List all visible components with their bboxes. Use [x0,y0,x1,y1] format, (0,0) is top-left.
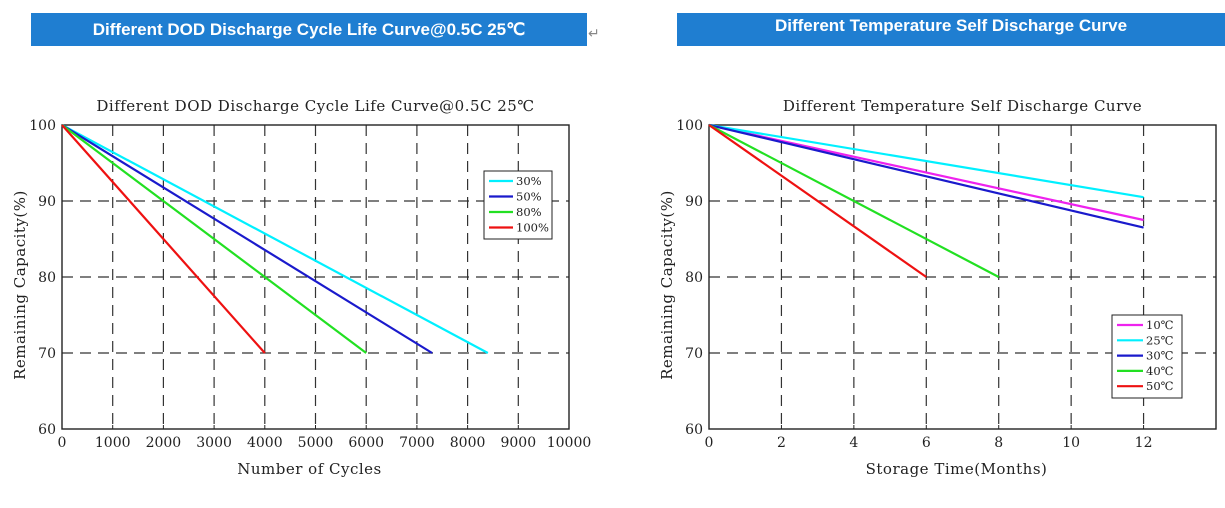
chart1-x-tick-label: 1000 [95,435,131,451]
chart1-x-axis-label: Number of Cycles [237,460,382,478]
chart2-x-tick-label: 6 [922,435,931,451]
chart2-series-line [708,124,927,278]
chart1-title: Different DOD Discharge Cycle Life Curve… [96,97,534,115]
chart2-series-line [708,123,1144,222]
chart2-y-tick-label: 80 [685,270,703,286]
chart2-x-tick-label: 8 [994,435,1003,451]
chart2-x-tick-label: 2 [777,435,786,451]
chart2-banner: Different Temperature Self Discharge Cur… [677,13,1225,46]
chart2-y-tick-label: 90 [685,194,703,210]
chart1-x-tick-label: 4000 [247,435,283,451]
chart2-banner-title: Different Temperature Self Discharge Cur… [774,16,1128,35]
chart1-x-tick-label: 9000 [500,435,536,451]
chart2-plot-frame [708,124,1217,430]
chart2-x-tick-label: 12 [1135,435,1153,451]
chart1-series-line [61,124,433,354]
chart1-x-tick-label: 10000 [547,435,592,451]
chart1-legend-label: 100% [516,221,549,235]
chart1-y-tick-label: 70 [38,346,56,362]
chart1-x-tick-label: 7000 [399,435,435,451]
chart2-series-line [708,123,1144,229]
chart1-series-line [61,124,266,354]
chart1-legend-label: 50% [516,190,542,204]
chart2-y-tick-label: 60 [685,422,703,438]
chart2-legend-label: 25℃ [1146,333,1174,347]
chart2-series-line [708,124,1000,278]
chart1-y-tick-label: 90 [38,194,56,210]
chart1-x-tick-label: 0 [58,435,67,451]
chart1-x-tick-label: 2000 [146,435,182,451]
chart1-y-tick-label: 60 [38,422,56,438]
chart2-y-tick-label: 100 [676,118,703,134]
chart1-series-line [61,124,489,354]
chart2-x-tick-label: 0 [705,435,714,451]
chart1-banner: Different DOD Discharge Cycle Life Curve… [31,13,587,46]
chart2-legend-label: 30℃ [1146,349,1174,363]
chart2-series-line [708,123,1144,199]
chart1-y-tick-label: 80 [38,270,56,286]
chart1-x-tick-label: 5000 [298,435,334,451]
chart1-y-tick-label: 100 [29,118,56,134]
chart2-x-tick-label: 10 [1062,435,1080,451]
chart1-y-axis-label: Remaining Capacity(%) [11,190,29,380]
chart1-x-tick-label: 6000 [348,435,384,451]
chart1-banner-title: Different DOD Discharge Cycle Life Curve… [92,19,526,39]
chart2-legend-label: 40℃ [1146,364,1174,378]
chart2-title: Different Temperature Self Discharge Cur… [783,97,1142,115]
chart2-legend-label: 50℃ [1146,379,1174,393]
chart2-y-tick-label: 70 [685,346,703,362]
chart1-x-tick-label: 8000 [450,435,486,451]
chart2-legend-label: 10℃ [1146,318,1174,332]
chart2-x-tick-label: 4 [849,435,858,451]
chart1-series-line [61,124,367,354]
chart1-legend-label: 30% [516,174,542,188]
chart1-legend-label: 80% [516,205,542,219]
chart2-x-axis-label: Storage Time(Months) [866,460,1048,478]
chart2-y-axis-label: Remaining Capacity(%) [658,190,676,380]
chart1-x-tick-label: 3000 [196,435,232,451]
paragraph-mark-icon: ↵ [588,26,600,42]
